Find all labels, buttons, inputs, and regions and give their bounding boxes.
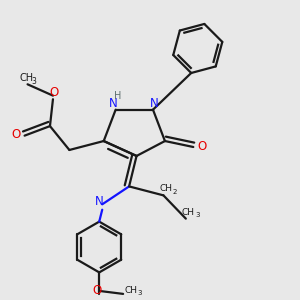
Text: O: O <box>198 140 207 153</box>
Text: CH: CH <box>182 208 195 217</box>
Text: N: N <box>109 97 118 110</box>
Text: 3: 3 <box>137 290 142 296</box>
Text: 3: 3 <box>195 212 200 218</box>
Text: O: O <box>11 128 20 141</box>
Text: O: O <box>92 284 101 297</box>
Text: CH: CH <box>159 184 172 193</box>
Text: N: N <box>150 97 159 110</box>
Text: N: N <box>95 195 103 208</box>
Text: H: H <box>114 91 122 101</box>
Text: 2: 2 <box>172 189 177 195</box>
Text: O: O <box>49 86 58 99</box>
Text: CH: CH <box>124 286 137 295</box>
Text: 3: 3 <box>32 77 37 86</box>
Text: CH: CH <box>19 73 33 83</box>
